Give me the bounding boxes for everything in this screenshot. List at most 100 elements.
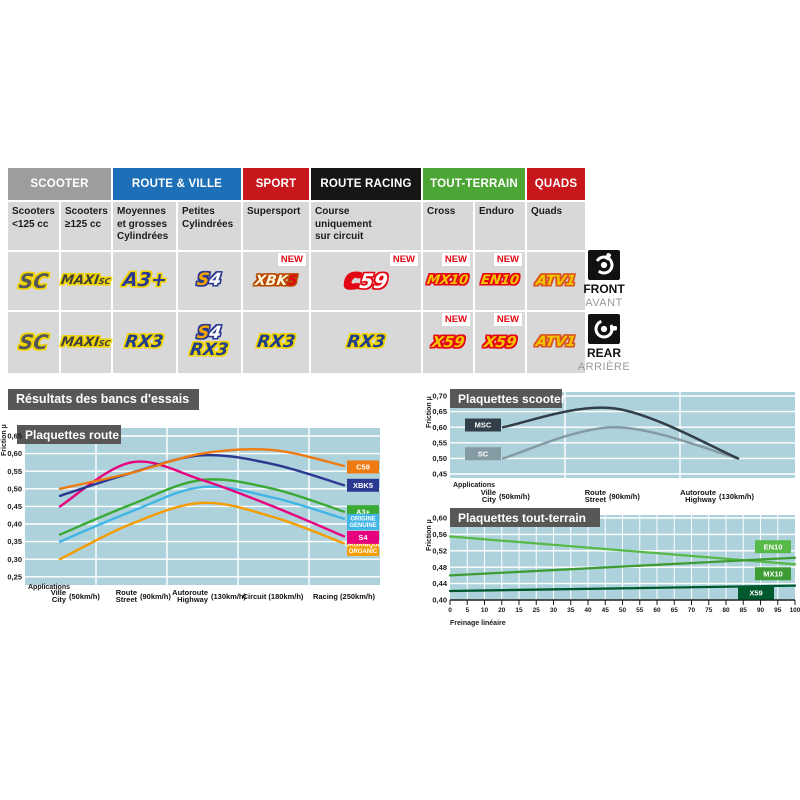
svg-text:ORGANIC: ORGANIC	[349, 549, 378, 555]
subheader-course: Course uniquement sur circuit	[311, 202, 421, 250]
svg-text:0,60: 0,60	[432, 423, 447, 432]
x-axis: 0 5 10 20 15 25 30 35 40 45 50 55 60 65 70 75 80 85 90 95 10…	[448, 599, 800, 627]
subheader-scooters: Scooters ≥125 cc	[61, 202, 111, 250]
badge-xbk5: XBK5	[254, 272, 299, 289]
badge-text: A3+	[121, 269, 169, 292]
group-header-route-ville: ROUTE & VILLE	[113, 168, 241, 200]
svg-text:75: 75	[705, 607, 713, 614]
svg-text:(50km/h): (50km/h)	[499, 492, 530, 501]
svg-text:0,30: 0,30	[7, 555, 22, 564]
front-label: FRONT	[583, 282, 625, 296]
group-header-tout-terrain: TOUT-TERRAIN	[423, 168, 525, 200]
badge-a3plus: A3+	[121, 269, 169, 292]
series-xbk5	[58, 453, 346, 498]
svg-text:MSC: MSC	[475, 421, 492, 430]
svg-text:20: 20	[498, 607, 506, 614]
cell-rear-x59: NEW X59	[475, 312, 525, 373]
group-header-quads: QUADS	[527, 168, 585, 200]
svg-text:XBK5: XBK5	[353, 481, 373, 490]
svg-text:0,40: 0,40	[432, 596, 447, 605]
badge-rx3: RX3	[189, 340, 230, 360]
badge-text: X59	[482, 332, 518, 351]
svg-text:(130km/h): (130km/h)	[211, 592, 247, 601]
chart-route: A3+ ORIGINE GENUINE ORGANIQUE ORGANIC S4 XBK5 C…	[0, 412, 400, 635]
svg-text:50: 50	[619, 607, 627, 614]
cell-front-maxisc: MAXISC	[60, 252, 111, 310]
series-organique-organic	[58, 501, 346, 561]
svg-text:GENUINE: GENUINE	[349, 523, 376, 529]
badge-rx3: RX3	[345, 331, 387, 352]
svg-text:45: 45	[602, 607, 610, 614]
series-x59	[448, 584, 797, 593]
svg-text:0,65: 0,65	[7, 432, 22, 441]
badge-text: 59	[357, 268, 390, 293]
badge-text: SC	[17, 330, 50, 354]
rear-label: REAR	[586, 346, 621, 360]
badge-text: ATV1	[535, 334, 577, 351]
group-header-scooter: SCOOTER	[8, 168, 111, 200]
badge-text: MAXI	[60, 334, 101, 350]
front-brake-disc-icon	[587, 250, 621, 280]
cell-rear-maxisc: MAXISC	[60, 312, 111, 373]
chart-title: Plaquettes tout-terrain	[450, 508, 600, 527]
subheader-supersport: Supersport	[243, 202, 309, 250]
cell-front-en10: NEW EN10	[475, 252, 525, 310]
badge-text: 5	[286, 272, 299, 289]
svg-text:SC: SC	[478, 449, 489, 458]
svg-text:0,40: 0,40	[7, 520, 22, 529]
svg-text:City: City	[52, 595, 67, 604]
legend: EN10 MX10 X59	[738, 540, 791, 600]
svg-text:Route: Route	[116, 588, 137, 597]
cell-rear-sc: SC	[8, 312, 59, 373]
badge-text: X59	[430, 332, 466, 351]
cell-rear-rx3: RX3	[113, 312, 176, 373]
rear-side-block: REAR ARRIÈRE	[572, 314, 636, 373]
svg-text:(130km/h): (130km/h)	[719, 492, 755, 501]
cell-rear-atv1: ATV1	[527, 312, 585, 373]
svg-text:0,45: 0,45	[432, 470, 447, 479]
front-label-fr: AVANT	[585, 297, 623, 309]
series-msc	[501, 406, 740, 460]
svg-text:60: 60	[653, 607, 661, 614]
results-title: Résultats des bancs d'essais	[8, 389, 200, 410]
svg-text:Circuit (180km/h): Circuit (180km/h)	[243, 592, 304, 601]
badge-sc: SC	[17, 268, 50, 293]
category-table: SCOOTER ROUTE & VILLE SPORT ROUTE RACING TOU…	[8, 168, 585, 373]
svg-text:Plaquettes route: Plaquettes route	[25, 428, 119, 442]
badge-text: EN10	[480, 273, 521, 289]
cell-front-a3plus: A3+	[113, 252, 176, 310]
badge-rx3: RX3	[256, 332, 297, 352]
badge-text: ATV1	[535, 272, 577, 289]
badge-maxisc: MAXISC	[60, 273, 111, 288]
svg-text:40: 40	[584, 607, 592, 614]
series-mx10	[448, 556, 797, 577]
badge-text: SC	[17, 268, 50, 293]
svg-text:0,45: 0,45	[7, 502, 22, 511]
svg-text:City: City	[482, 495, 497, 504]
new-badge: NEW	[441, 313, 470, 326]
svg-text:0,48: 0,48	[432, 563, 447, 572]
svg-text:55: 55	[636, 607, 644, 614]
svg-text:0,25: 0,25	[7, 572, 22, 581]
badge-en10: EN10	[480, 273, 521, 289]
chart-title: Plaquettes route	[17, 425, 121, 444]
svg-text:0,55: 0,55	[432, 438, 447, 447]
svg-text:Ville: Ville	[481, 488, 496, 497]
svg-text:A3+: A3+	[356, 507, 371, 516]
svg-text:Freinage linéaire: Freinage linéaire	[450, 620, 506, 627]
svg-text:Friction µ: Friction µ	[426, 396, 433, 428]
front-side-block: FRONT AVANT	[572, 250, 636, 309]
new-badge: NEW	[441, 253, 470, 266]
cell-front-s4: S4	[178, 252, 241, 310]
cell-front-atv1: ATV1	[527, 252, 585, 310]
badge-mx10: MX10	[426, 273, 469, 288]
cell-front-xbk5: NEW XBK5	[243, 252, 309, 310]
subheader-petites: Petites Cylindrées	[178, 202, 241, 250]
svg-text:0,35: 0,35	[7, 537, 22, 546]
svg-text:90: 90	[757, 607, 765, 614]
svg-text:Racing (250km/h): Racing (250km/h)	[313, 592, 376, 601]
badge-text: RX3	[345, 331, 387, 352]
